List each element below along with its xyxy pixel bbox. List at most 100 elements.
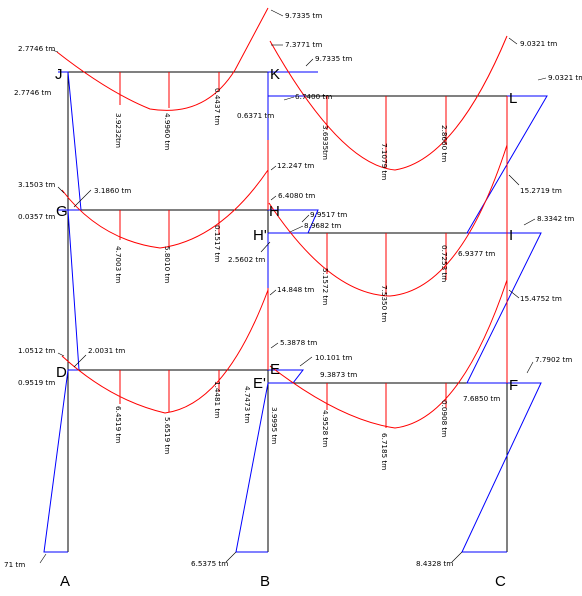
label-g-1: 3.1503 tm (18, 180, 55, 189)
label-hi-3: 0.7253 tm (440, 245, 449, 282)
label-k-3: 6.7400 tm (295, 92, 332, 101)
label-ef-3: 0.0908 tm (440, 400, 449, 437)
column-c-moment-middle (466, 232, 542, 384)
node-label-i: I (509, 227, 513, 244)
node-label-h: H (269, 203, 280, 220)
leader-h-4 (289, 225, 304, 233)
node-label-j: J (55, 66, 63, 83)
label-i-3: 6.9377 tm (458, 249, 495, 258)
leader-h-3 (301, 214, 310, 223)
label-gh-1: 4.7003 tm (114, 246, 123, 283)
label-jk-2: 4.9960 tm (163, 113, 172, 150)
node-label-l: L (509, 90, 517, 107)
moment-labels-horizontal: 2.7746 tm 2.7746 tm 9.7335 tm 7.3771 tm … (4, 11, 582, 569)
label-d-3: 0.9519 tm (18, 378, 55, 387)
label-hi-1: 5.1572 tm (321, 268, 330, 305)
label-h-4: 8.9682 tm (304, 221, 341, 230)
label-base-a: 71 tm (4, 560, 25, 569)
leader-k-top (270, 9, 284, 17)
beam-gh-moment-curve (61, 169, 269, 249)
leader-k-3 (283, 96, 295, 101)
node-label-e: E (270, 361, 280, 378)
label-e-2: 5.3878 tm (280, 338, 317, 347)
label-f-2: 7.7902 tm (535, 355, 572, 364)
label-j-top: 2.7746 tm (18, 44, 55, 53)
leader-h-1 (270, 165, 277, 171)
leader-f-2 (526, 361, 534, 374)
label-f-1: 15.4752 tm (520, 294, 562, 303)
leader-d-2 (73, 354, 87, 368)
column-a-moment-lower (43, 369, 77, 553)
label-jk-1: 3.9232tm (114, 113, 123, 148)
leader-e-1 (269, 289, 277, 296)
label-jk-3: 0.4437 tm (213, 88, 222, 125)
base-label-c: C (495, 573, 506, 590)
node-labels: J K L G H H' I D E E' F (55, 66, 518, 394)
leader-f-1 (508, 289, 520, 299)
leader-base-b (225, 551, 237, 563)
label-h-1: 12.247 tm (277, 161, 314, 170)
label-k-top: 9.7335 tm (285, 11, 322, 20)
leader-j-1 (51, 49, 59, 53)
label-l-top: 9.0321 tm (520, 39, 557, 48)
base-labels: A B C (60, 573, 506, 590)
label-kl-1: 3.6935tm (321, 125, 330, 160)
leader-l-top (508, 37, 518, 45)
node-label-f: F (509, 377, 518, 394)
column-b-moment-lower (235, 382, 283, 553)
label-gh-3: 0.1517 tm (213, 225, 222, 262)
beam-ef-moment-curve (269, 279, 508, 429)
moment-ordinates (119, 72, 447, 428)
label-k-2: 9.7335 tm (315, 54, 352, 63)
label-kl-3: 2.8660 tm (440, 125, 449, 162)
label-k-1: 7.3771 tm (285, 40, 322, 49)
node-label-k: K (270, 66, 280, 83)
column-a-moment-upper (58, 71, 82, 211)
label-e-5: 4.7473 tm (243, 386, 252, 423)
leader-k-2 (305, 58, 314, 67)
base-label-a: A (60, 573, 70, 590)
label-e-3: 10.101 tm (315, 353, 352, 362)
beam-jk-moment-curve (56, 7, 269, 111)
label-h-5: 2.5602 tm (228, 255, 265, 264)
leader-i-1 (508, 174, 520, 186)
label-i-1: 15.2719 tm (520, 186, 562, 195)
moment-labels-vertical: 3.9232tm 4.9960 tm 0.4437 tm 3.6935tm 7.… (114, 88, 449, 470)
label-e-1: 14.848 tm (277, 285, 314, 294)
leader-l-right (537, 77, 547, 81)
label-gh-2: 5.8010 tm (163, 246, 172, 283)
leader-h-5 (260, 241, 271, 253)
beam-hi-moment-curve (268, 144, 508, 297)
label-hi-2: 7.5350 tm (380, 285, 389, 322)
beam-kl-moment-curve (269, 35, 508, 171)
label-base-c: 8.4328 tm (416, 559, 453, 568)
label-g-3: 0.0357 tm (18, 212, 55, 221)
label-e-6: 3.9995 tm (270, 407, 279, 444)
node-label-g: G (56, 203, 68, 220)
column-c-moment-lower (461, 382, 542, 553)
beam-moment-diagrams (56, 7, 508, 429)
label-d-2: 2.0031 tm (88, 346, 125, 355)
label-kl-2: 7.1079 tm (380, 143, 389, 180)
label-ef-2: 6.7185 tm (380, 433, 389, 470)
leader-g-2 (73, 189, 92, 208)
base-label-b: B (260, 573, 270, 590)
leader-e-3 (299, 356, 313, 367)
label-i-2: 8.3342 tm (537, 214, 574, 223)
node-label-e-prime: E' (253, 375, 266, 392)
leader-base-a (39, 553, 47, 564)
leader-d-1 (57, 352, 65, 357)
label-d-1: 1.0512 tm (18, 346, 55, 355)
label-j-mid: 2.7746 tm (14, 88, 51, 97)
leader-g-1 (57, 186, 65, 194)
label-h-2: 6.4080 tm (278, 191, 315, 200)
label-de-1: 6.4519 tm (114, 406, 123, 443)
label-k-4: 0.6371 tm (237, 111, 274, 120)
label-base-b: 6.5375 tm (191, 559, 228, 568)
label-f-3: 7.6850 tm (463, 394, 500, 403)
label-l-right: 9.0321 tm (548, 73, 582, 82)
label-ef-1: 4.9528 tm (321, 410, 330, 447)
leader-i-2 (523, 218, 536, 226)
